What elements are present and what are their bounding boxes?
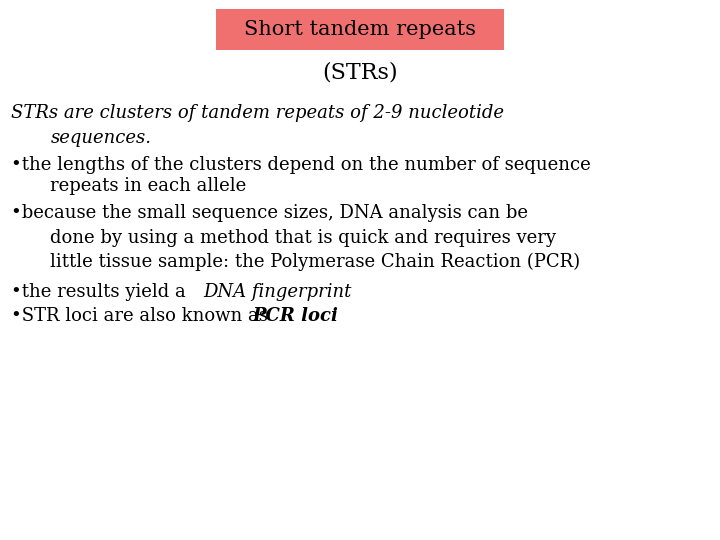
Text: •because the small sequence sizes, DNA analysis can be: •because the small sequence sizes, DNA a… [11,204,528,222]
Text: STRs are clusters of tandem repeats of 2-9 nucleotide: STRs are clusters of tandem repeats of 2… [11,104,504,123]
Text: DNA fingerprint: DNA fingerprint [203,282,351,301]
Text: repeats in each allele: repeats in each allele [50,177,247,195]
Text: (STRs): (STRs) [322,62,398,84]
Text: •the lengths of the clusters depend on the number of sequence: •the lengths of the clusters depend on t… [11,156,590,174]
Text: PCR loci: PCR loci [252,307,338,325]
Text: Short tandem repeats: Short tandem repeats [244,20,476,39]
Text: sequences.: sequences. [50,129,151,147]
Text: •the results yield a: •the results yield a [11,282,192,301]
Text: done by using a method that is quick and requires very: done by using a method that is quick and… [50,228,557,247]
FancyBboxPatch shape [216,10,504,50]
Text: •STR loci are also known as: •STR loci are also known as [11,307,274,325]
Text: little tissue sample: the Polymerase Chain Reaction (PCR): little tissue sample: the Polymerase Cha… [50,253,580,271]
